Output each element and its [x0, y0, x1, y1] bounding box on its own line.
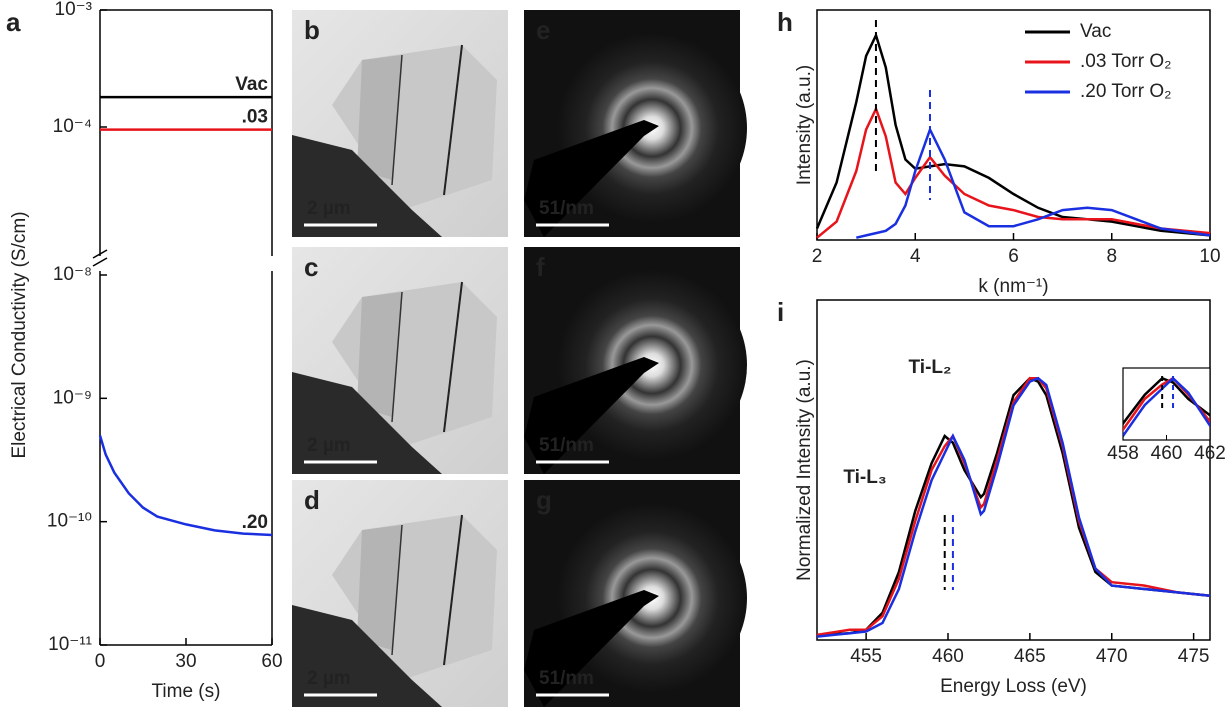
x-tick-label: 470	[1096, 646, 1128, 667]
panel-label: i	[777, 297, 784, 327]
y-tick-label: 10⁻⁸	[53, 264, 92, 285]
beam-stop	[524, 590, 659, 707]
interface	[443, 281, 463, 433]
y-tick-label: 10⁻⁴	[53, 116, 92, 137]
y-axis-label: Electrical Conductivity (S/cm)	[9, 211, 30, 458]
x-tick-label: 0	[95, 651, 106, 672]
interface	[391, 524, 403, 656]
panel-label: g	[536, 485, 552, 515]
panel-label: b	[304, 15, 320, 45]
inset-x-tick-label: 458	[1107, 443, 1139, 464]
x-tick-label: 4	[910, 246, 921, 267]
scale-bar-label: 2 µm	[307, 198, 351, 219]
legend-label: .20 Torr O₂	[1080, 81, 1172, 102]
x-tick-label: 8	[1106, 246, 1117, 267]
specimen-layer	[357, 55, 402, 180]
y-tick-label: 10⁻⁹	[53, 387, 92, 408]
scale-bar-label: 51/nm	[539, 668, 594, 689]
x-axis-label: Energy Loss (eV)	[940, 676, 1087, 697]
interface	[391, 291, 403, 423]
series-line	[856, 126, 1211, 239]
scale-bar-label: 2 µm	[307, 668, 351, 689]
series-line	[816, 376, 1211, 637]
y-tick-label: 10⁻¹⁰	[47, 511, 92, 532]
y-tick-label: 10⁻³	[55, 0, 93, 20]
x-axis-label: Time (s)	[152, 681, 221, 702]
micrograph	[524, 10, 747, 237]
series-line	[816, 376, 1211, 638]
scale-bar-label: 51/nm	[539, 198, 594, 219]
series-line	[816, 105, 1211, 239]
annotation: Ti-L₃	[843, 467, 886, 488]
annotation: Ti-L₂	[909, 357, 952, 378]
x-tick-label: 10	[1199, 246, 1220, 267]
micrograph	[292, 480, 508, 707]
panel-label: f	[536, 252, 545, 282]
x-tick-label: 2	[812, 246, 823, 267]
y-axis-label: Intensity (a.u.)	[794, 65, 815, 185]
series-label: Vac	[235, 74, 268, 95]
beam-stop	[524, 357, 659, 474]
x-axis-label: k (nm⁻¹)	[978, 276, 1048, 297]
series-label: .20	[242, 512, 268, 533]
substrate	[292, 605, 442, 707]
x-tick-label: 60	[261, 651, 282, 672]
specimen-layer	[357, 525, 402, 650]
panel-label: e	[536, 15, 550, 45]
panel-label: d	[304, 485, 320, 515]
x-tick-label: 460	[932, 646, 964, 667]
x-tick-label: 475	[1178, 646, 1210, 667]
x-tick-label: 455	[850, 646, 882, 667]
series-line	[98, 435, 273, 537]
micrograph	[524, 247, 747, 474]
axis-break	[92, 249, 108, 259]
inset-x-tick-label: 462	[1194, 443, 1226, 464]
x-tick-label: 465	[1014, 646, 1046, 667]
inset-x-tick-label: 460	[1151, 443, 1183, 464]
scale-bar-label: 2 µm	[307, 435, 351, 456]
legend-label: Vac	[1080, 21, 1111, 42]
interface	[391, 54, 403, 186]
beam-stop	[524, 120, 659, 237]
micrograph	[292, 247, 508, 474]
panel-label: c	[304, 252, 318, 282]
series-label: .03	[242, 107, 268, 128]
micrograph	[292, 10, 508, 237]
panel-label: h	[777, 7, 793, 37]
substrate	[292, 135, 442, 237]
substrate	[292, 372, 442, 474]
interface	[443, 44, 463, 196]
panel-label: a	[6, 7, 21, 37]
scale-bar-label: 51/nm	[539, 435, 594, 456]
micrograph	[524, 480, 747, 707]
plot-frame	[816, 299, 1211, 641]
specimen-layer	[357, 292, 402, 417]
axis-break	[92, 257, 108, 267]
series-line	[815, 31, 1211, 237]
y-tick-label: 10⁻¹¹	[48, 634, 92, 655]
interface	[443, 514, 463, 666]
x-tick-label: 6	[1008, 246, 1019, 267]
legend-label: .03 Torr O₂	[1080, 51, 1172, 72]
x-tick-label: 30	[175, 651, 196, 672]
y-axis-label: Normalized Intensity (a.u.)	[794, 359, 815, 581]
